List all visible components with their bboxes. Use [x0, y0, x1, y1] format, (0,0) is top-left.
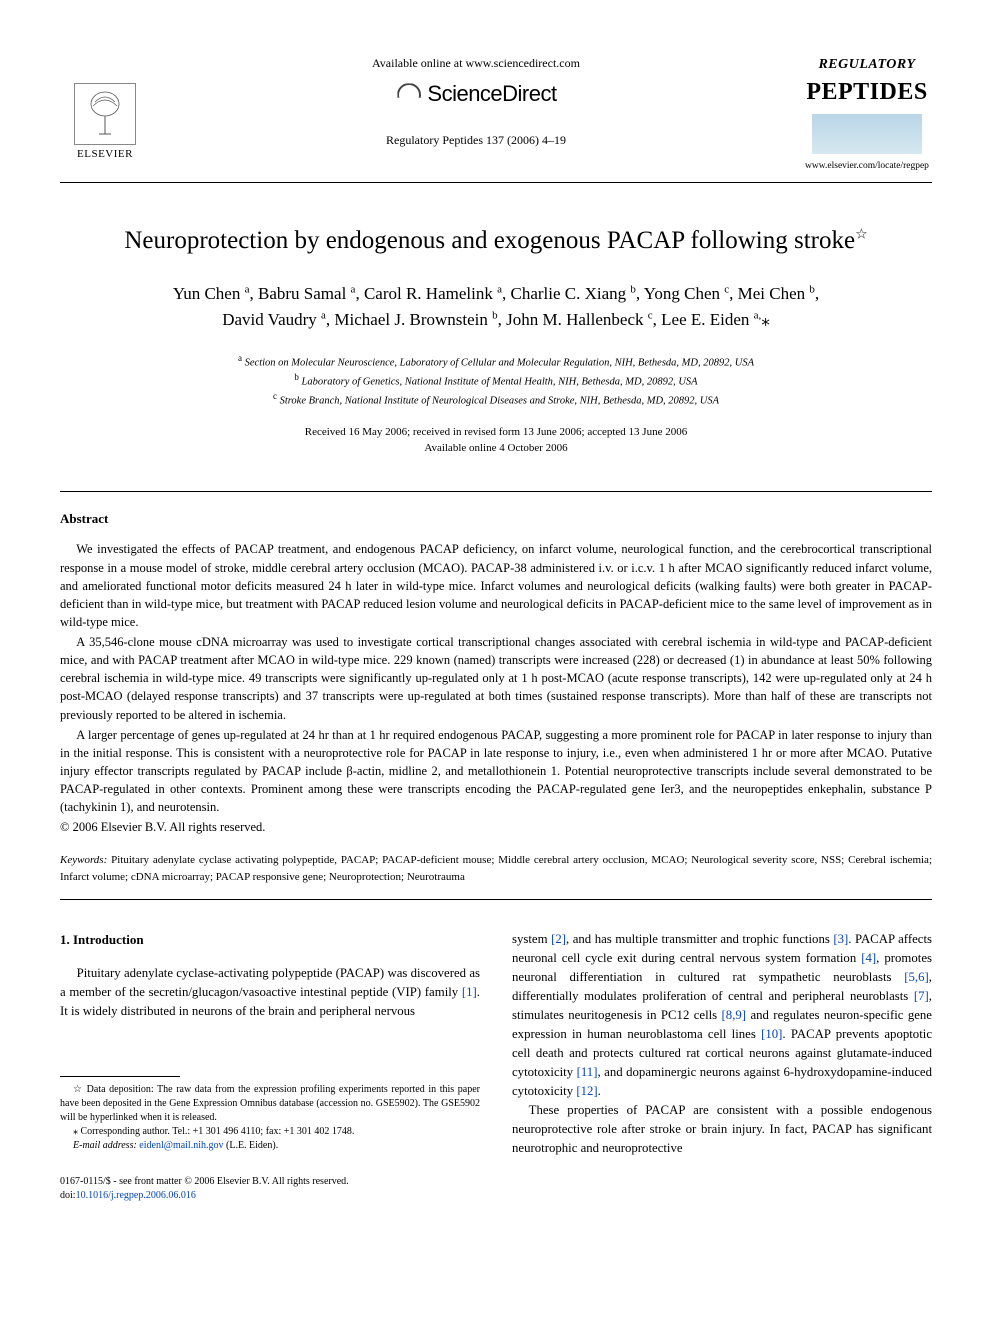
abstract-heading: Abstract: [60, 510, 932, 529]
publisher-logo-block: ELSEVIER: [60, 55, 150, 163]
journal-name-line2: PEPTIDES: [802, 75, 932, 110]
keywords: Keywords: Pituitary adenylate cyclase ac…: [60, 852, 932, 885]
journal-citation-line: Regulatory Peptides 137 (2006) 4–19: [170, 132, 782, 149]
elsevier-tree-icon: [74, 83, 136, 145]
intro-p1-right: system [2], and has multiple transmitter…: [512, 930, 932, 1100]
abstract-bottom-rule: [60, 899, 932, 900]
journal-url: www.elsevier.com/locate/regpep: [802, 160, 932, 174]
journal-name-line1: REGULATORY: [802, 55, 932, 75]
corresponding-asterisk-icon: ⁎: [761, 310, 770, 329]
ref-2-link[interactable]: [2]: [551, 932, 566, 946]
ref-1-link[interactable]: [1]: [462, 985, 477, 999]
sciencedirect-text: ScienceDirect: [427, 78, 556, 110]
affiliation-a: a Section on Molecular Neuroscience, Lab…: [60, 352, 932, 371]
footnotes: ☆ Data deposition: The raw data from the…: [60, 1076, 480, 1153]
ref-4-link[interactable]: [4]: [861, 951, 876, 965]
right-column: system [2], and has multiple transmitter…: [512, 930, 932, 1203]
doi-label: doi:: [60, 1190, 76, 1201]
available-online-text: Available online at www.sciencedirect.co…: [170, 55, 782, 72]
body-columns: 1. Introduction Pituitary adenylate cycl…: [60, 930, 932, 1203]
ref-11-link[interactable]: [11]: [577, 1065, 598, 1079]
r-span-10: .: [598, 1084, 601, 1098]
article-dates: Received 16 May 2006; received in revise…: [60, 424, 932, 457]
header-center: Available online at www.sciencedirect.co…: [150, 55, 802, 150]
footnote-corresponding: ⁎ Corresponding author. Tel.: +1 301 496…: [60, 1125, 480, 1139]
ref-56-link[interactable]: [5,6]: [904, 970, 929, 984]
ref-7-link[interactable]: [7]: [914, 989, 929, 1003]
affiliation-b: b Laboratory of Genetics, National Insti…: [60, 371, 932, 390]
title-text: Neuroprotection by endogenous and exogen…: [124, 227, 855, 254]
abstract-copyright: © 2006 Elsevier B.V. All rights reserved…: [60, 818, 932, 836]
r-span-1: system: [512, 932, 551, 946]
footnote-data-deposition: ☆ Data deposition: The raw data from the…: [60, 1083, 480, 1125]
footnote-rule: [60, 1076, 180, 1077]
affiliation-c-text: Stroke Branch, National Institute of Neu…: [280, 396, 720, 407]
email-link[interactable]: eidenl@mail.nih.gov: [139, 1140, 223, 1151]
ref-89-link[interactable]: [8,9]: [722, 1008, 747, 1022]
ref-12-link[interactable]: [12]: [576, 1084, 597, 1098]
left-column: 1. Introduction Pituitary adenylate cycl…: [60, 930, 480, 1203]
received-line: Received 16 May 2006; received in revise…: [60, 424, 932, 441]
intro-p2-right: These properties of PACAP are consistent…: [512, 1101, 932, 1158]
affiliation-b-text: Laboratory of Genetics, National Institu…: [302, 377, 698, 388]
abstract: Abstract We investigated the effects of …: [60, 510, 932, 837]
abstract-p3: A larger percentage of genes up-regulate…: [60, 726, 932, 817]
article-title: Neuroprotection by endogenous and exogen…: [60, 223, 932, 259]
doi-link[interactable]: 10.1016/j.regpep.2006.06.016: [76, 1190, 196, 1201]
journal-cover-icon: [812, 114, 922, 154]
affiliation-a-text: Section on Molecular Neuroscience, Labor…: [245, 357, 754, 368]
email-label: E-mail address:: [73, 1140, 137, 1151]
section-1-heading: 1. Introduction: [60, 930, 480, 949]
authors: Yun Chen a, Babru Samal a, Carol R. Hame…: [60, 281, 932, 334]
front-matter-line: 0167-0115/$ - see front matter © 2006 El…: [60, 1175, 480, 1189]
abstract-p1: We investigated the effects of PACAP tre…: [60, 540, 932, 631]
intro-span-1: Pituitary adenylate cyclase-activating p…: [60, 966, 480, 999]
sciencedirect-logo: ScienceDirect: [395, 78, 556, 110]
r-span-2: , and has multiple transmitter and troph…: [566, 932, 833, 946]
header: ELSEVIER Available online at www.science…: [60, 55, 932, 174]
page: ELSEVIER Available online at www.science…: [0, 0, 992, 1243]
abstract-top-rule: [60, 491, 932, 492]
ref-10-link[interactable]: [10]: [761, 1027, 782, 1041]
affiliation-c: c Stroke Branch, National Institute of N…: [60, 390, 932, 409]
bottom-front-matter: 0167-0115/$ - see front matter © 2006 El…: [60, 1175, 480, 1203]
abstract-p2: A 35,546-clone mouse cDNA microarray was…: [60, 633, 932, 724]
keywords-label: Keywords:: [60, 854, 107, 866]
affiliations: a Section on Molecular Neuroscience, Lab…: [60, 352, 932, 410]
elsevier-label: ELSEVIER: [77, 147, 133, 163]
title-footnote-star: ☆: [855, 228, 868, 243]
online-line: Available online 4 October 2006: [60, 440, 932, 457]
keywords-text: Pituitary adenylate cyclase activating p…: [60, 854, 932, 883]
intro-p1-left: Pituitary adenylate cyclase-activating p…: [60, 964, 480, 1021]
ref-3-link[interactable]: [3]: [833, 932, 848, 946]
header-rule: [60, 182, 932, 183]
doi-line: doi:10.1016/j.regpep.2006.06.016: [60, 1189, 480, 1203]
journal-cover-block: REGULATORY PEPTIDES www.elsevier.com/loc…: [802, 55, 932, 174]
sciencedirect-swirl-icon: [395, 81, 421, 107]
footnote-email: E-mail address: eidenl@mail.nih.gov (L.E…: [60, 1139, 480, 1153]
email-tail: (L.E. Eiden).: [224, 1140, 279, 1151]
